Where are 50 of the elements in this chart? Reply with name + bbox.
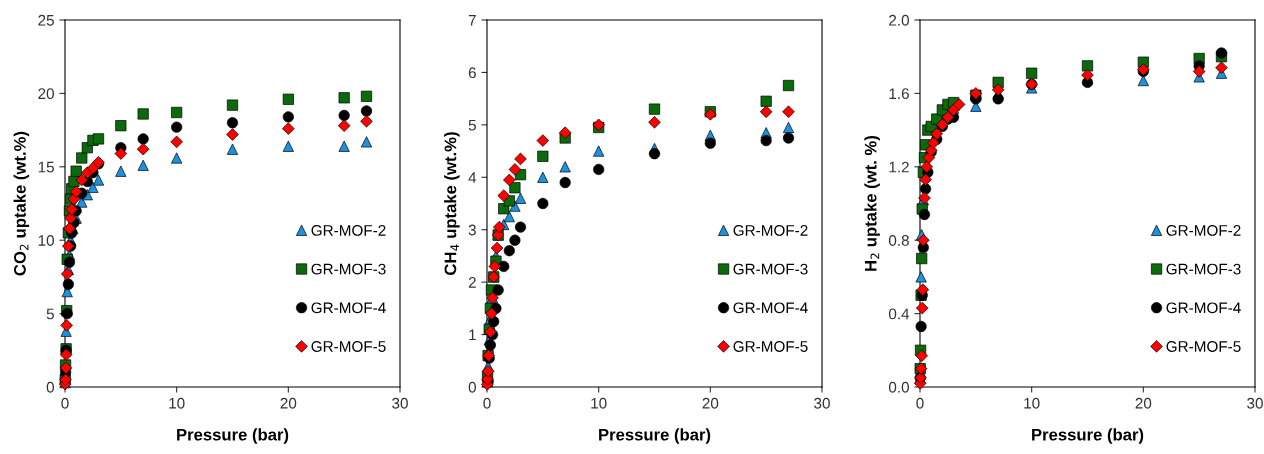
x-tick-label: 10 bbox=[1024, 397, 1040, 409]
legend-label: GR-MOF-3 bbox=[733, 263, 808, 275]
x-tick-label: 20 bbox=[1135, 397, 1152, 409]
y-tick-label: 1.6 bbox=[889, 88, 909, 100]
y-axis-title: CO$_{2}$ uptake (wt.%) bbox=[13, 131, 30, 276]
y-tick-label: 4 bbox=[468, 172, 477, 183]
x-tick-label: 10 bbox=[591, 397, 607, 409]
legend-label: GR-MOF-2 bbox=[311, 225, 386, 236]
y-tick-label: 0.8 bbox=[888, 235, 909, 246]
legend-label: GR-MOF-4 bbox=[311, 302, 386, 314]
x-axis-title: Pressure (bar) bbox=[599, 428, 711, 444]
x-tick-label: 30 bbox=[392, 397, 408, 409]
x-axis-title: Pressure (bar) bbox=[177, 428, 289, 444]
y-tick-label: 1.2 bbox=[889, 161, 909, 173]
y-axis-title: H$_{2}$ uptake (wt. %) bbox=[864, 136, 880, 271]
x-tick-label: 20 bbox=[702, 397, 719, 409]
y-tick-label: 0 bbox=[46, 381, 54, 393]
legend-label: GR-MOF-4 bbox=[733, 302, 808, 314]
legend-label: GR-MOF-3 bbox=[1166, 263, 1241, 275]
y-tick-label: 25 bbox=[38, 14, 54, 26]
x-tick-label: 0 bbox=[61, 397, 69, 409]
y-tick-label: 2 bbox=[468, 277, 476, 288]
y-tick-label: 15 bbox=[38, 161, 54, 173]
y-tick-label: 6 bbox=[468, 67, 476, 79]
y-tick-label: 5 bbox=[468, 119, 476, 131]
y-axis-title: CH$_{4}$ uptake (wt.%) bbox=[444, 132, 460, 275]
legend-label: GR-MOF-5 bbox=[733, 341, 808, 352]
x-tick-label: 0 bbox=[483, 397, 491, 409]
x-axis-title: Pressure (bar) bbox=[1032, 428, 1144, 444]
y-tick-label: 3 bbox=[468, 224, 476, 236]
legend-label: GR-MOF-5 bbox=[311, 341, 386, 352]
y-tick-label: 0 bbox=[468, 381, 476, 393]
y-tick-label: 20 bbox=[38, 88, 54, 100]
legend-label: GR-MOF-2 bbox=[733, 225, 808, 236]
y-tick-label: 1 bbox=[469, 329, 476, 341]
y-tick-label: 5 bbox=[46, 308, 54, 320]
legend-label: GR-MOF-4 bbox=[1166, 302, 1241, 314]
x-tick-label: 20 bbox=[280, 397, 297, 409]
y-tick-label: 0.4 bbox=[888, 308, 910, 320]
legend-label: GR-MOF-2 bbox=[1166, 225, 1241, 236]
legend-label: GR-MOF-3 bbox=[311, 263, 386, 275]
y-tick-label: 2.0 bbox=[889, 14, 909, 26]
y-tick-label: 7 bbox=[468, 15, 476, 26]
x-tick-label: 0 bbox=[916, 397, 924, 409]
x-tick-label: 30 bbox=[814, 397, 830, 409]
x-tick-label: 10 bbox=[169, 397, 185, 409]
legend-label: GR-MOF-5 bbox=[1166, 341, 1241, 352]
y-tick-label: 10 bbox=[38, 235, 54, 246]
x-tick-label: 30 bbox=[1247, 397, 1263, 409]
y-tick-label: 0.0 bbox=[888, 381, 909, 393]
